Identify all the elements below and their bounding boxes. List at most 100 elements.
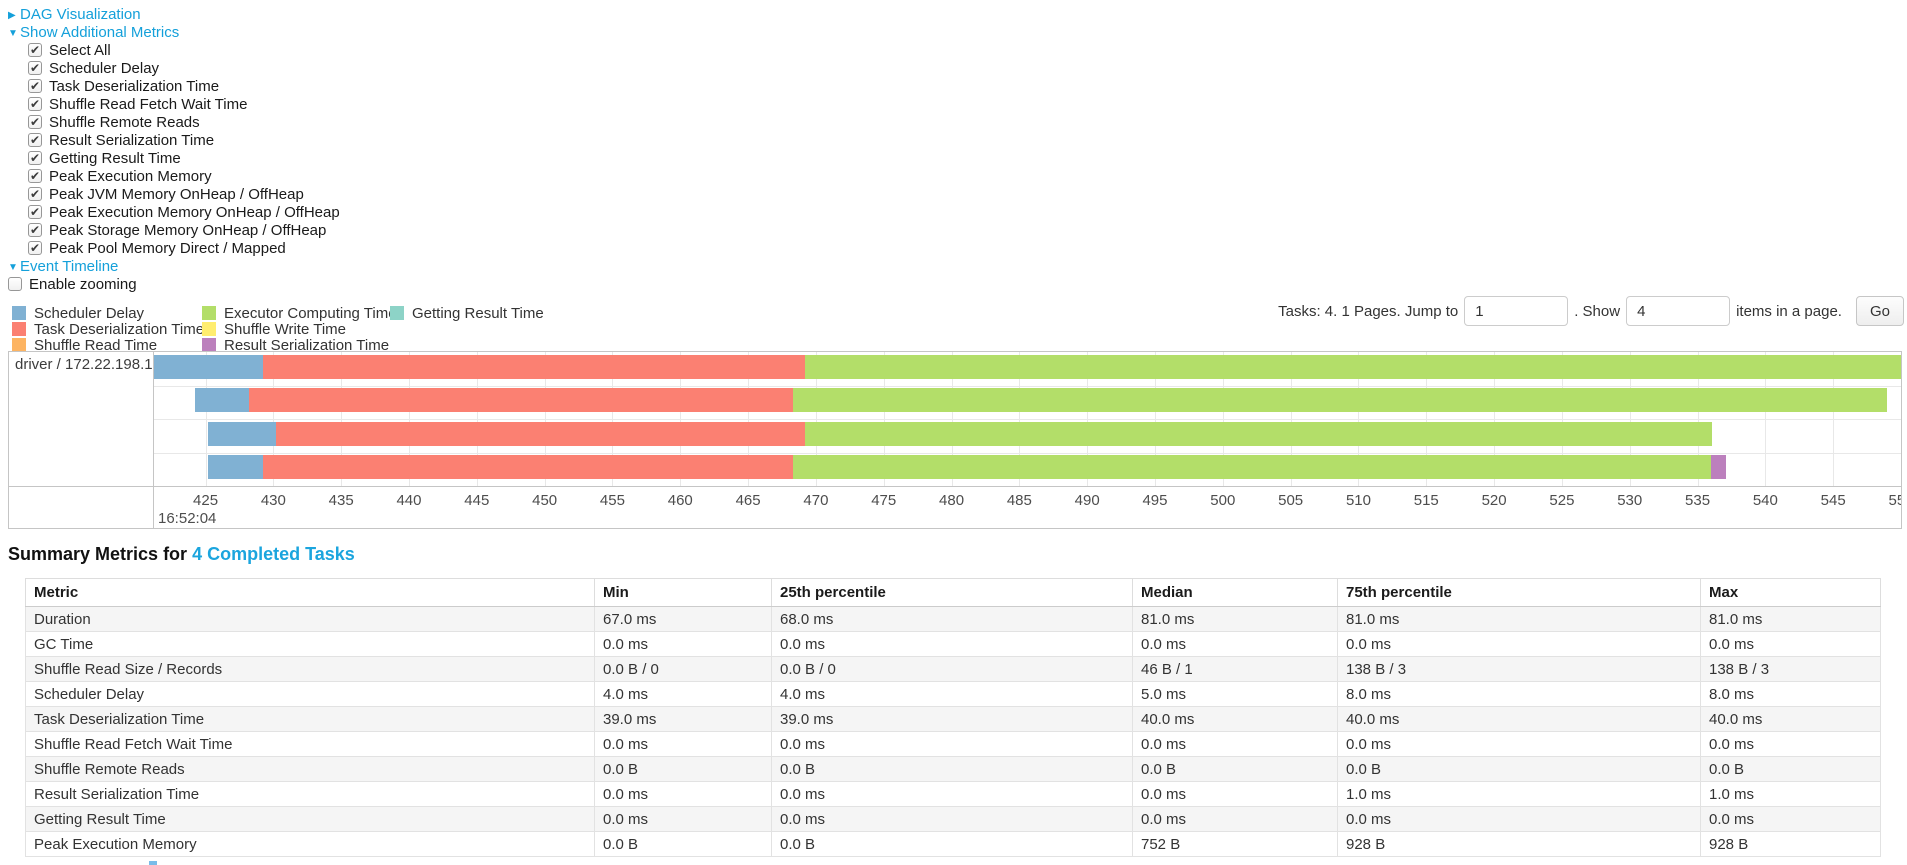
items-per-page-text: items in a page.	[1736, 302, 1842, 320]
metric-checkbox-row[interactable]: Peak Execution Memory	[8, 167, 340, 186]
go-button[interactable]: Go	[1855, 296, 1904, 326]
dag-visualization-toggle[interactable]: ▶ DAG Visualization	[8, 6, 340, 24]
table-header-cell: Max	[1700, 578, 1881, 607]
task-deserialization-bar-segment[interactable]	[262, 354, 806, 379]
executor-computing-swatch-icon	[202, 306, 216, 320]
checkbox-label: Peak JVM Memory OnHeap / OffHeap	[49, 186, 304, 203]
table-row: Scheduler Delay 4.0 ms 4.0 ms 5.0 ms 8.0 ms 8…	[25, 681, 1881, 707]
axis-major-label: 16:52:04	[158, 510, 217, 527]
page-size-input[interactable]	[1626, 296, 1731, 326]
scheduler-delay-bar-segment[interactable]	[154, 354, 263, 379]
checkbox-icon[interactable]	[28, 95, 42, 113]
table-row: Shuffle Read Fetch Wait Time 0.0 ms 0.0 ms…	[25, 731, 1881, 757]
checkbox-icon[interactable]	[28, 203, 42, 221]
task-deserialization-bar-segment[interactable]	[248, 388, 793, 412]
checkbox-icon[interactable]	[28, 113, 42, 131]
result-serialization-bar-segment[interactable]	[1711, 455, 1726, 479]
metric-checkbox-row[interactable]: Shuffle Remote Reads	[8, 113, 340, 132]
metric-checkbox-row[interactable]: Getting Result Time	[8, 149, 340, 168]
metric-value-cell: 39.0 ms	[771, 706, 1133, 732]
metric-checkbox-row[interactable]: Peak Pool Memory Direct / Mapped	[8, 239, 340, 258]
metric-checkbox-row[interactable]: Shuffle Read Fetch Wait Time	[8, 95, 340, 114]
event-timeline-toggle[interactable]: ▼ Event Timeline	[8, 258, 340, 276]
axis-tick-label: 450	[532, 492, 558, 509]
metric-checkbox-row[interactable]: Select All	[8, 41, 340, 60]
metric-checkbox-row[interactable]: Peak Execution Memory OnHeap / OffHeap	[8, 203, 340, 222]
metric-checkbox-row[interactable]: Result Serialization Time	[8, 131, 340, 150]
checkbox-icon[interactable]	[28, 59, 42, 77]
task-deserialization-bar-segment[interactable]	[276, 421, 806, 446]
table-header-cell: 75th percentile	[1337, 578, 1701, 607]
executor-computing-bar-segment[interactable]	[805, 421, 1713, 446]
checkbox-icon[interactable]	[28, 41, 42, 59]
metric-value-cell: 81.0 ms	[1337, 606, 1701, 632]
arrow-down-icon: ▼	[8, 262, 18, 273]
metric-value-cell: 0.0 ms	[594, 631, 772, 657]
metric-value-cell: 0.0 ms	[1700, 731, 1881, 757]
summary-metrics-title: Summary Metrics for 4 Completed Tasks	[8, 544, 355, 565]
legend-label: Executor Computing Time	[224, 305, 397, 322]
shuffle-read-swatch-icon	[12, 338, 26, 352]
legend-label: Getting Result Time	[412, 305, 544, 322]
checkbox-icon[interactable]	[28, 221, 42, 239]
event-timeline-chart: driver / 172.22.198.104 425 430 435 440 445 4…	[8, 351, 1902, 529]
axis-tick-label: 485	[1006, 492, 1032, 509]
axis-tick-label: 510	[1345, 492, 1371, 509]
checkbox-icon[interactable]	[28, 131, 42, 149]
task-deserialization-bar-segment[interactable]	[262, 455, 793, 479]
scheduler-delay-bar-segment[interactable]	[194, 388, 249, 412]
metric-value-cell: 0.0 ms	[1700, 806, 1881, 832]
metric-checkbox-row[interactable]: Task Deserialization Time	[8, 77, 340, 96]
axis-tick-label: 535	[1685, 492, 1711, 509]
metric-value-cell: 0.0 B	[1132, 756, 1338, 782]
axis-tick-label: 460	[667, 492, 693, 509]
legend-item: Shuffle Read Time	[12, 338, 204, 354]
axis-tick-label: 445	[464, 492, 490, 509]
metric-value-cell: 0.0 ms	[771, 631, 1133, 657]
checkbox-icon[interactable]	[28, 167, 42, 185]
metric-checkbox-row[interactable]: Scheduler Delay	[8, 59, 340, 78]
checkbox-icon[interactable]	[28, 149, 42, 167]
metric-name-cell: Scheduler Delay	[25, 681, 595, 707]
enable-zooming-row[interactable]: Enable zooming	[8, 276, 340, 294]
axis-tick-label: 500	[1210, 492, 1236, 509]
executor-computing-bar-segment[interactable]	[805, 354, 1901, 379]
show-additional-metrics-toggle[interactable]: ▼ Show Additional Metrics	[8, 24, 340, 42]
axis-tick-label: 455	[599, 492, 625, 509]
axis-tick-label: 540	[1752, 492, 1778, 509]
executor-computing-bar-segment[interactable]	[792, 388, 1888, 412]
metric-value-cell: 81.0 ms	[1132, 606, 1338, 632]
enable-zooming-checkbox[interactable]	[8, 277, 22, 291]
arrow-right-icon: ▶	[8, 10, 16, 21]
metric-value-cell: 928 B	[1700, 831, 1881, 857]
metric-name-cell: Result Serialization Time	[25, 781, 595, 807]
metric-checkbox-row[interactable]: Peak Storage Memory OnHeap / OffHeap	[8, 221, 340, 240]
row-separator	[154, 452, 1901, 454]
metric-value-cell: 67.0 ms	[594, 606, 772, 632]
executor-label: driver / 172.22.198.104	[9, 352, 154, 528]
axis-tick-label: 490	[1074, 492, 1100, 509]
scheduler-delay-bar-segment[interactable]	[208, 455, 263, 479]
executor-computing-bar-segment[interactable]	[792, 455, 1712, 479]
scheduler-delay-bar-segment[interactable]	[208, 421, 277, 446]
axis-tick-label: 515	[1413, 492, 1439, 509]
completed-tasks-link[interactable]: 4 Completed Tasks	[192, 544, 355, 564]
axis-tick-label: 440	[396, 492, 422, 509]
event-timeline-label: Event Timeline	[20, 258, 119, 275]
metric-value-cell: 0.0 ms	[1337, 631, 1701, 657]
legend-item: Task Deserialization Time	[12, 322, 204, 338]
metric-value-cell: 138 B / 3	[1337, 656, 1701, 682]
legend-label: Task Deserialization Time	[34, 321, 205, 338]
metric-checkbox-row[interactable]: Peak JVM Memory OnHeap / OffHeap	[8, 185, 340, 204]
legend-item: Scheduler Delay	[12, 306, 204, 322]
axis-tick-label: 520	[1481, 492, 1507, 509]
metric-value-cell: 4.0 ms	[594, 681, 772, 707]
checkbox-icon[interactable]	[28, 239, 42, 257]
metric-value-cell: 0.0 ms	[1337, 731, 1701, 757]
show-additional-metrics-label: Show Additional Metrics	[20, 24, 180, 41]
checkbox-icon[interactable]	[28, 77, 42, 95]
jump-to-page-input[interactable]	[1464, 296, 1569, 326]
checkbox-icon[interactable]	[28, 185, 42, 203]
metric-value-cell: 81.0 ms	[1700, 606, 1881, 632]
checkbox-label: Result Serialization Time	[49, 132, 215, 149]
